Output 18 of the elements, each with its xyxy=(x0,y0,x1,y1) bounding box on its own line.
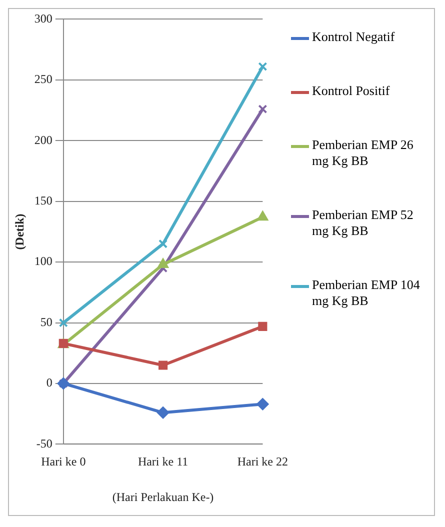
y-tick-label: 250 xyxy=(34,72,52,86)
legend-label: Pemberian EMP 52 mg Kg BB xyxy=(312,207,414,239)
x-tick-label: Hari ke 0 xyxy=(41,454,86,469)
y-tick-label: 100 xyxy=(34,254,52,268)
y-tick-label: 50 xyxy=(40,314,52,329)
y-tick-label: 0 xyxy=(46,376,52,390)
legend-label: Pemberian EMP 26 mg Kg BB xyxy=(312,137,414,169)
legend-label: Kontrol Negatif xyxy=(312,29,395,45)
y-axis-title: (Detik) xyxy=(12,214,26,250)
legend-label: Kontrol Positif xyxy=(312,83,390,99)
y-tick-label: 150 xyxy=(34,194,52,208)
x-tick-label: Hari ke 22 xyxy=(237,454,288,469)
x-tick-label: Hari ke 11 xyxy=(138,454,188,469)
y-tick-label: 300 xyxy=(34,11,52,26)
x-axis-title: (Hari Perlakuan Ke-) xyxy=(112,490,214,504)
y-tick-label: -50 xyxy=(36,436,52,450)
legend-label: Pemberian EMP 104 mg Kg BB xyxy=(312,277,421,309)
y-tick-label: 200 xyxy=(34,132,52,147)
